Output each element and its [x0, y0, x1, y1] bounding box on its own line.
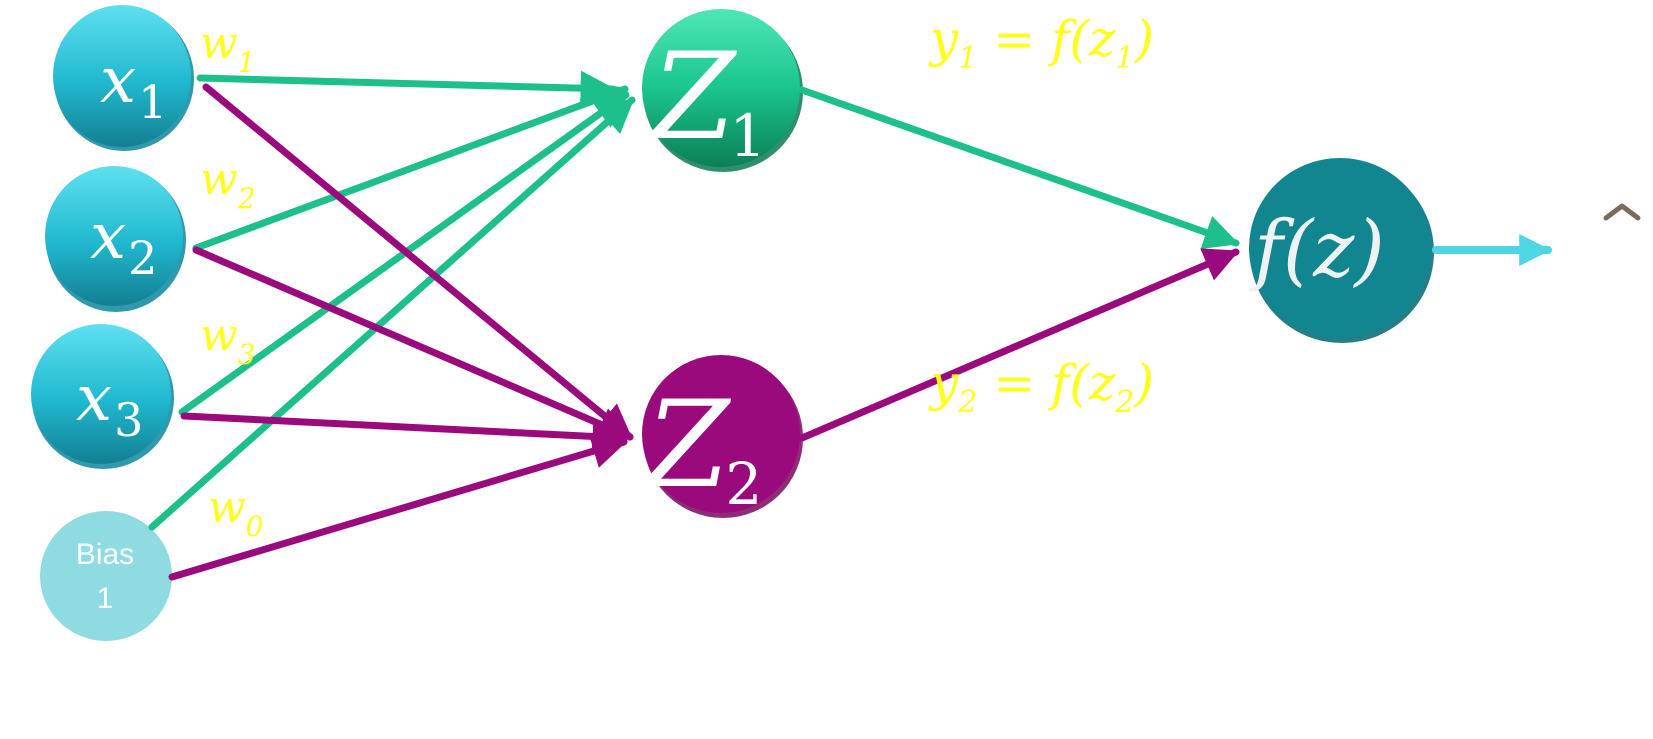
edge-x1-z1 — [196, 70, 616, 106]
edge-z2-output — [798, 248, 1240, 442]
x2-sub: 2 — [128, 231, 157, 285]
svg-text:x3: x3 — [76, 362, 143, 447]
input-node-x3: x3 — [31, 324, 174, 469]
equation-y2: y2 = f(z2) — [928, 354, 1154, 420]
z2-var: Z — [642, 376, 732, 515]
equations: y1 = f(z1) y2 = f(z2) — [928, 10, 1154, 420]
svg-text:Z1: Z1 — [648, 28, 766, 170]
input-node-x1: x1 — [53, 5, 194, 151]
weight-w1: w1 — [200, 18, 256, 79]
hidden-node-z1: Z1 — [642, 9, 803, 172]
x3-var: x — [76, 362, 112, 436]
x2-var: x — [90, 200, 126, 274]
weight-w2: w2 — [200, 154, 256, 215]
connections — [148, 70, 1552, 581]
weight-w0: w0 — [208, 482, 264, 543]
edge-bias-z1 — [148, 96, 636, 531]
x1-sub: 1 — [138, 75, 167, 129]
svg-text:x2: x2 — [90, 200, 157, 285]
hidden-node-z2: Z2 — [642, 355, 803, 518]
output-label: f(z) — [1249, 205, 1385, 295]
bias-label: Bias — [76, 538, 134, 571]
x1-var: x — [100, 44, 136, 118]
z2-sub: 2 — [725, 450, 762, 518]
weight-labels: w1 w2 w3 w0 — [200, 18, 264, 543]
input-node-x2: x2 — [45, 166, 186, 312]
z1-var: Z — [648, 28, 738, 167]
edge-x1-z2 — [202, 83, 634, 441]
equation-y1: y1 = f(z1) — [928, 10, 1154, 76]
x3-sub: 3 — [114, 393, 143, 447]
edge-x3-z2 — [180, 412, 628, 454]
edge-x2-z1 — [192, 83, 629, 252]
edge-x2-z2 — [192, 246, 634, 441]
bias-value: 1 — [97, 582, 114, 615]
bias-node: Bias 1 — [40, 511, 172, 641]
weight-w3: w3 — [200, 310, 256, 371]
svg-text:x1: x1 — [100, 44, 167, 129]
z1-sub: 1 — [729, 102, 766, 170]
svg-text:Z2: Z2 — [642, 376, 762, 518]
edge-bias-z2 — [168, 434, 628, 581]
edge-z1-output — [798, 86, 1240, 250]
caret-up-icon[interactable] — [1603, 203, 1641, 221]
output-node: f(z) — [1249, 158, 1434, 343]
